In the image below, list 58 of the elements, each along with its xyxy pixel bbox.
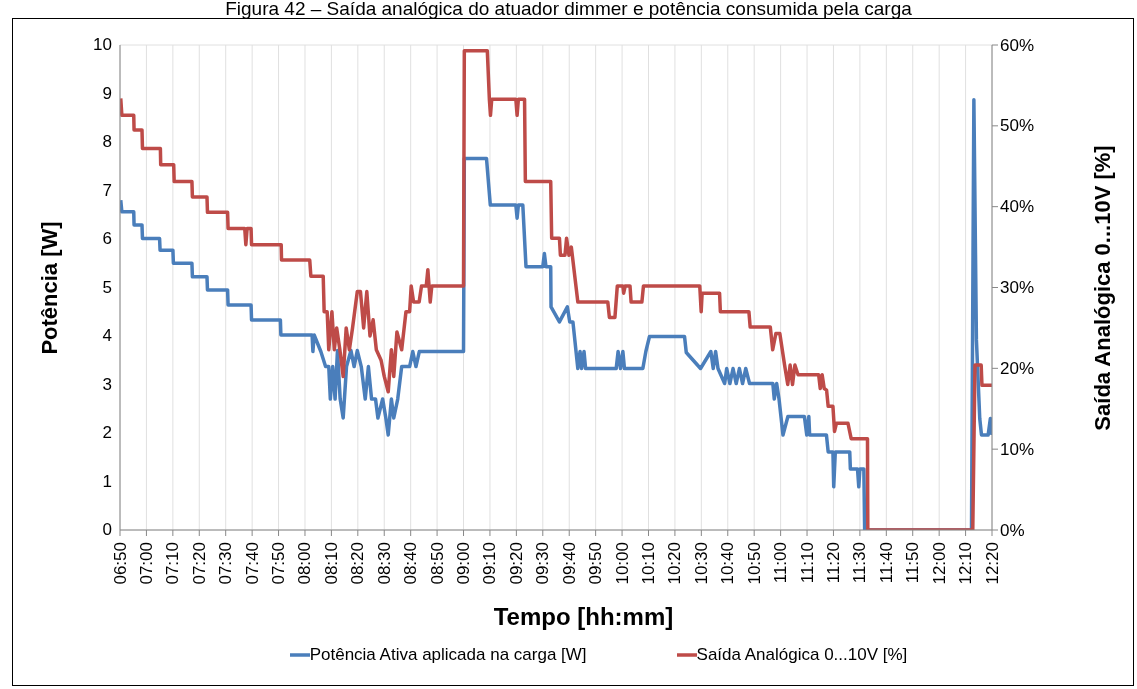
y2-tick-label: 60% [1000,35,1035,55]
x-tick-label: 11:00 [771,542,791,584]
x-tick-label: 08:50 [427,542,447,585]
x-tick-label: 10:10 [639,542,658,585]
y-tick-label: 9 [102,83,112,104]
y2-axis-title: Saída Analógica 0...10V [%] [1090,145,1116,431]
x-tick-label: 09:40 [559,542,579,585]
x-tick-label: 07:30 [216,542,236,585]
x-tick-label: 08:10 [321,542,341,585]
y2-tick-label: 40% [1000,197,1035,217]
legend-label: Potência Ativa aplicada na carga [W] [309,645,587,665]
x-tick-label: 10:30 [691,542,711,585]
y-tick-label: 3 [102,374,112,395]
x-tick-label: 10:00 [612,542,632,585]
y2-tick-label: 20% [1000,358,1035,378]
x-tick-label: 12:20 [982,542,1002,585]
y2-tick-label: 30% [1000,278,1035,297]
x-tick-label: 10:50 [744,542,764,585]
x-tick-label: 08:30 [374,542,394,585]
y-tick-label: 8 [102,132,112,152]
x-tick-label: 08:00 [295,542,315,585]
y2-tick-label: 10% [1000,439,1035,459]
x-tick-label: 10:40 [718,542,738,585]
x-tick-label: 07:50 [269,542,289,585]
y-tick-label: 7 [102,180,112,201]
x-tick-label: 07:10 [163,542,183,585]
y2-tick-label: 0% [1000,520,1025,540]
y-tick-label: 0 [102,520,112,540]
x-tick-label: 09:10 [480,542,500,585]
x-tick-label: 10:20 [665,542,685,585]
x-tick-label: 08:20 [348,542,368,585]
x-tick-label: 12:00 [929,542,949,585]
legend-label: Saída Analógica 0...10V [%] [696,645,908,665]
y2-tick-label: 50% [1000,116,1035,136]
y-tick-label: 2 [102,423,112,443]
x-tick-label: 11:20 [823,542,843,584]
x-tick-label: 09:20 [506,542,526,585]
x-axis-title: Tempo [hh:mm] [492,603,675,631]
x-tick-label: 11:30 [850,542,870,584]
y-axis-title: Potência [W] [37,221,63,355]
x-tick-label: 12:10 [956,542,976,585]
x-tick-label: 08:40 [401,542,421,585]
y-tick-label: 10 [93,35,112,55]
x-tick-label: 09:30 [533,542,553,585]
y-tick-label: 1 [102,471,112,492]
y-tick-label: 4 [102,326,112,346]
x-tick-label: 06:50 [110,542,130,585]
x-tick-label: 11:10 [797,542,817,584]
x-tick-label: 11:50 [903,542,923,584]
x-tick-label: 11:40 [876,542,896,584]
y-tick-label: 6 [102,229,112,249]
chart-title: Figura 42 – Saída analógica do atuador dimmer e potência consumida pela carga [224,0,913,20]
x-tick-label: 07:00 [136,542,156,585]
x-tick-label: 07:40 [242,542,262,585]
x-tick-label: 09:50 [586,542,606,585]
x-tick-label: 09:00 [454,542,474,585]
x-tick-label: 07:20 [189,542,209,585]
y-tick-label: 5 [102,277,112,298]
